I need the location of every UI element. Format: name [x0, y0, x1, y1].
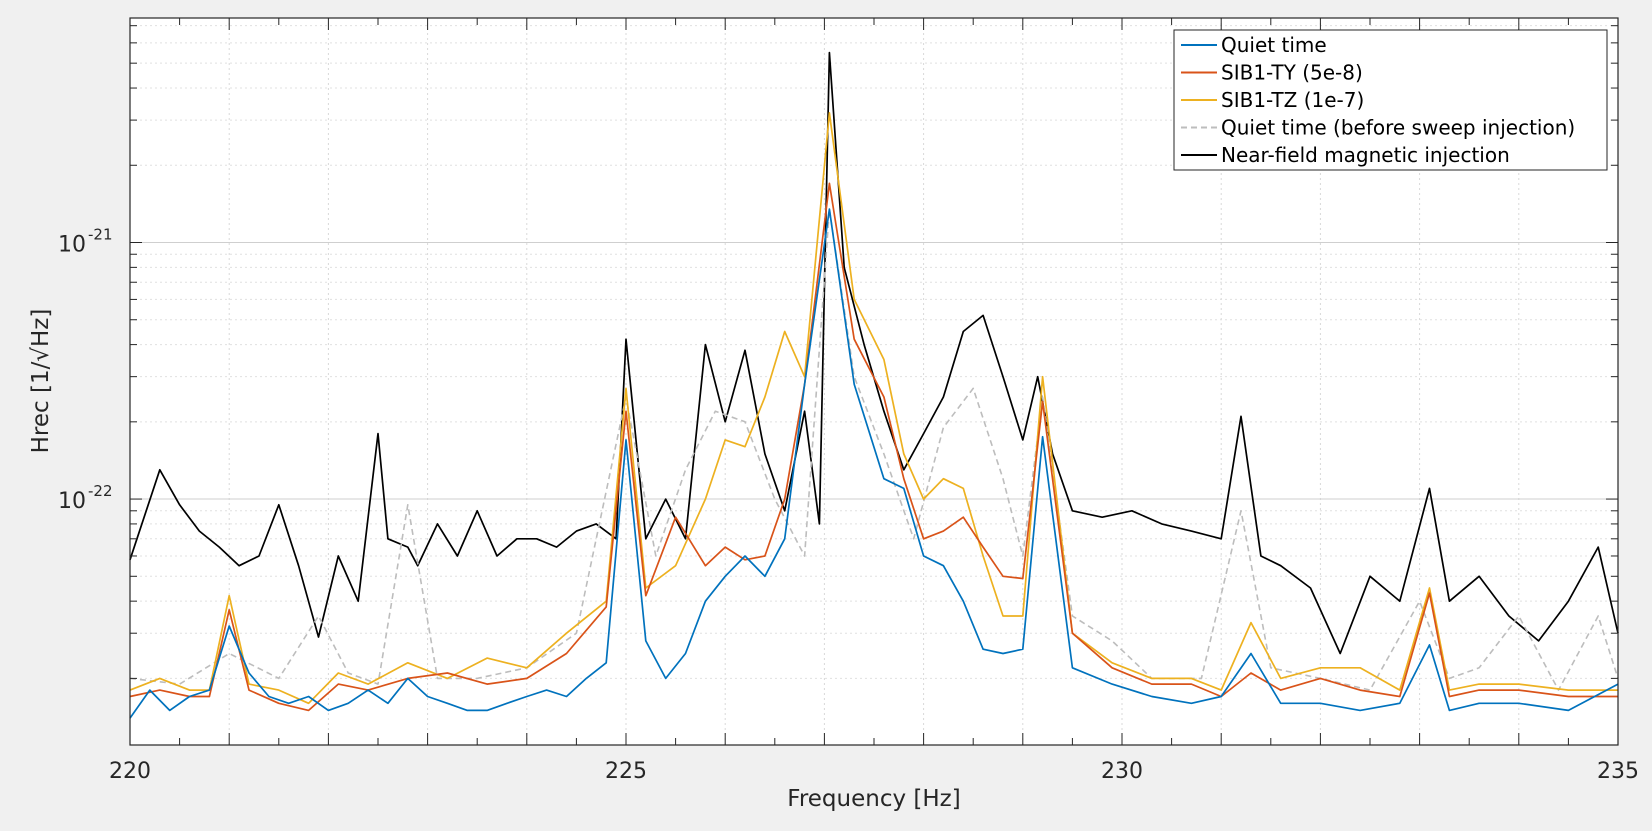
- legend-entry-label: Quiet time (before sweep injection): [1221, 116, 1575, 140]
- x-tick-label: 225: [605, 759, 647, 784]
- legend-box: [1173, 29, 1608, 171]
- x-tick-label: 230: [1101, 759, 1143, 784]
- legend-entry-label: Near-field magnetic injection: [1221, 143, 1510, 167]
- legend-entry-label: SIB1-TZ (1e-7): [1221, 88, 1364, 112]
- series-line: [129, 51, 1619, 655]
- series-line: [129, 208, 1619, 719]
- y-tick-exponent: -21: [88, 226, 113, 244]
- series-lines: [129, 51, 1619, 719]
- y-axis-label: Hrec [1/√Hz]: [28, 309, 54, 454]
- x-axis-label: Frequency [Hz]: [787, 786, 960, 812]
- series-line: [129, 182, 1618, 712]
- x-tick-label: 220: [109, 759, 151, 784]
- series-line: [129, 208, 1619, 691]
- series-line: [129, 112, 1618, 705]
- y-tick-label: 10: [58, 489, 86, 514]
- y-tick-label: 10: [58, 233, 86, 258]
- legend-entry-label: SIB1-TY (5e-8): [1221, 61, 1363, 85]
- legend: Quiet time SIB1-TY (5e-8) SIB1-TZ (1e-7) Qu…: [1173, 29, 1608, 171]
- y-tick-exponent: -22: [88, 482, 113, 500]
- x-tick-label: 235: [1597, 759, 1639, 784]
- legend-entry-label: Quiet time: [1221, 33, 1327, 57]
